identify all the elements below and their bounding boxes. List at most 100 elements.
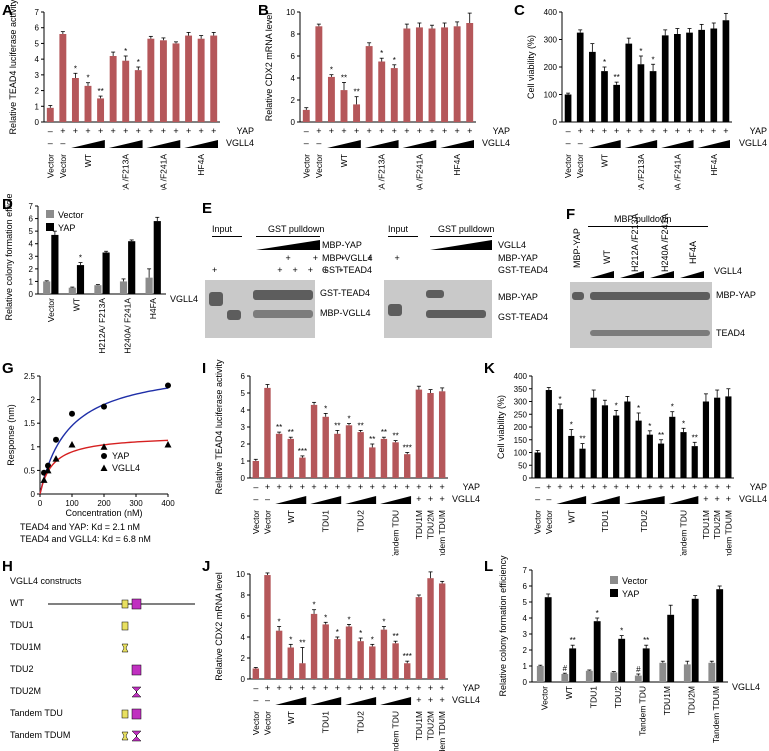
y-tick-label: 0.5: [24, 466, 36, 475]
vgll4-sign: +: [715, 494, 720, 504]
bar: [287, 438, 294, 478]
y-axis-label: Cell viability (%): [526, 35, 536, 99]
yap-sign: +: [161, 126, 166, 136]
y-tick-label: 10: [236, 570, 245, 579]
bar: [310, 613, 318, 679]
vgll4-ramp: [71, 140, 105, 148]
yap-sign: +: [329, 126, 334, 136]
bar: [561, 674, 569, 682]
vgll4-sign: +: [440, 695, 445, 705]
panel-label-a: A: [2, 2, 13, 19]
yap-sign: +: [590, 126, 595, 136]
bar: [365, 46, 373, 122]
group-label: HF4A: [452, 154, 462, 176]
vgll4-ramp: [661, 140, 694, 148]
significance-mark: *: [324, 613, 327, 622]
y-tick-label: 2.5: [24, 372, 36, 381]
panel-label-f: F: [566, 206, 576, 223]
blot-e-gel-right: [384, 280, 492, 338]
vgll4-ramp: [402, 140, 437, 148]
yap-sign: +: [98, 126, 103, 136]
data-point: [41, 469, 47, 476]
significance-mark: **: [288, 428, 294, 437]
bar: [392, 442, 399, 478]
y-tick-label: 1: [523, 662, 528, 671]
bar: [556, 409, 564, 478]
construct-tdu1m: TDU1M: [10, 642, 41, 652]
group-label: TDU2: [356, 510, 366, 532]
bar: [466, 23, 474, 122]
bar: [613, 84, 620, 122]
significance-mark: *: [558, 395, 561, 404]
bar: [593, 621, 601, 682]
yap-sign: +: [354, 126, 359, 136]
yap-sign: +: [614, 482, 619, 492]
y-tick-label: 0: [553, 118, 558, 127]
kd-note: TEAD4 and YAP: Kd = 2.1 nM: [20, 522, 140, 532]
y-tick-label: 10: [286, 8, 295, 17]
yap-sign: +: [580, 482, 585, 492]
y-tick-label: 6: [35, 24, 40, 33]
bar: [404, 663, 411, 679]
data-point: [44, 466, 52, 474]
group-label: WT: [566, 510, 576, 523]
y-tick-label: 6: [29, 215, 34, 224]
construct-wt: WT: [10, 598, 24, 608]
yap-sign: +: [636, 482, 641, 492]
yap-sign: +: [440, 482, 445, 492]
yap-row-label: YAP: [463, 482, 480, 492]
yap-sign: +: [300, 683, 305, 693]
significance-mark: **: [381, 428, 387, 437]
bar: [59, 34, 67, 122]
blot-f-row-label: VGLL4: [714, 266, 743, 276]
y-tick-label: 250: [514, 410, 528, 419]
bar: [683, 664, 691, 682]
vgll4-row-label: VGLL4: [170, 294, 198, 304]
significance-mark: *: [648, 422, 651, 431]
bar: [659, 662, 667, 682]
yap-sign: +: [658, 482, 663, 492]
chart-d: 0 1 2 3 4 5 6 7 Relative colony formation effici…: [4, 194, 198, 354]
yap-sign: +: [288, 683, 293, 693]
vgll4-row-label: VGLL4: [732, 682, 760, 692]
bar: [601, 405, 609, 478]
legend-label: YAP: [58, 223, 75, 233]
yap-sign: +: [602, 126, 607, 136]
legend-marker: [100, 464, 108, 471]
vgll4-sign: –: [546, 494, 551, 504]
significance-mark: *: [278, 618, 281, 627]
y-tick-label: 2: [523, 646, 528, 655]
y-tick-label: 7: [29, 202, 34, 211]
yap-sign: +: [723, 126, 728, 136]
bar: [378, 61, 386, 122]
category-label: Vector: [539, 686, 549, 710]
yap-sign: +: [136, 126, 141, 136]
group-label: WT: [83, 154, 93, 167]
yap-sign: +: [358, 482, 363, 492]
vgll4-ramp: [327, 140, 361, 148]
y-tick-label: 200: [544, 63, 558, 72]
blot-f-band-2: TEAD4: [716, 328, 746, 338]
yap-sign: +: [692, 482, 697, 492]
significance-mark: **: [353, 88, 359, 97]
bar: [275, 433, 283, 478]
yap-sign: +: [393, 683, 398, 693]
yap-sign: +: [265, 482, 270, 492]
data-point: [164, 440, 172, 448]
panel-label-g: G: [2, 360, 14, 377]
yap-sign: +: [199, 126, 204, 136]
yap-sign: +: [392, 126, 397, 136]
bar: [357, 641, 364, 679]
group-label: Vector: [314, 154, 324, 178]
yap-sign: +: [367, 126, 372, 136]
legend-swatch: [610, 589, 618, 597]
chart-k: 0 50 100 150 200 250 300 350 400 Cell viability (…: [496, 372, 767, 556]
bar: [102, 252, 110, 294]
yap-sign: +: [625, 482, 630, 492]
vgll4-ramp: [310, 496, 342, 504]
bar: [669, 416, 676, 478]
group-label: HF4A: [709, 154, 719, 176]
blot-f-lane-4: HF4A: [688, 240, 698, 264]
panel-label-c: C: [514, 2, 525, 19]
